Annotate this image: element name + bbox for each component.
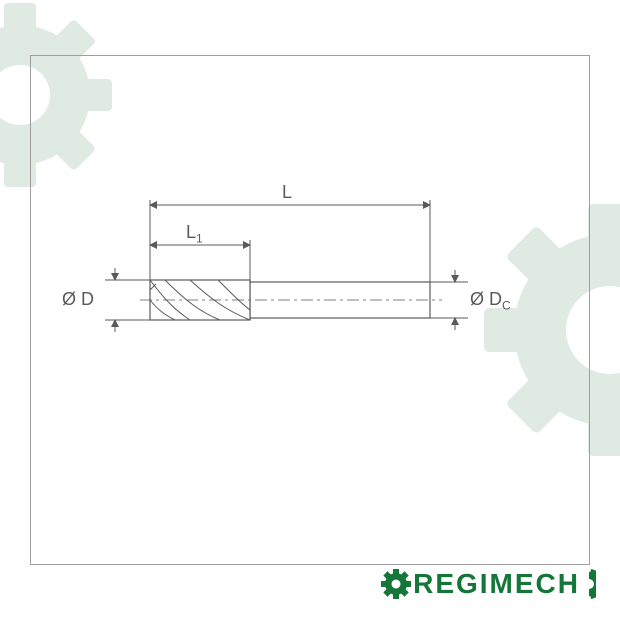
label-D: Ø D (62, 289, 94, 310)
gear-icon (381, 569, 411, 599)
label-L: L (282, 182, 292, 203)
label-L1: L1 (186, 222, 203, 246)
diagram-canvas: L L1 Ø D Ø DC REGIMECH (0, 0, 620, 620)
brand-name: REGIMECH (413, 568, 580, 600)
brand-logo: REGIMECH (381, 568, 596, 600)
tool-drawing (0, 0, 620, 620)
label-Dc: Ø DC (470, 289, 511, 313)
gear-half-icon (582, 569, 596, 599)
